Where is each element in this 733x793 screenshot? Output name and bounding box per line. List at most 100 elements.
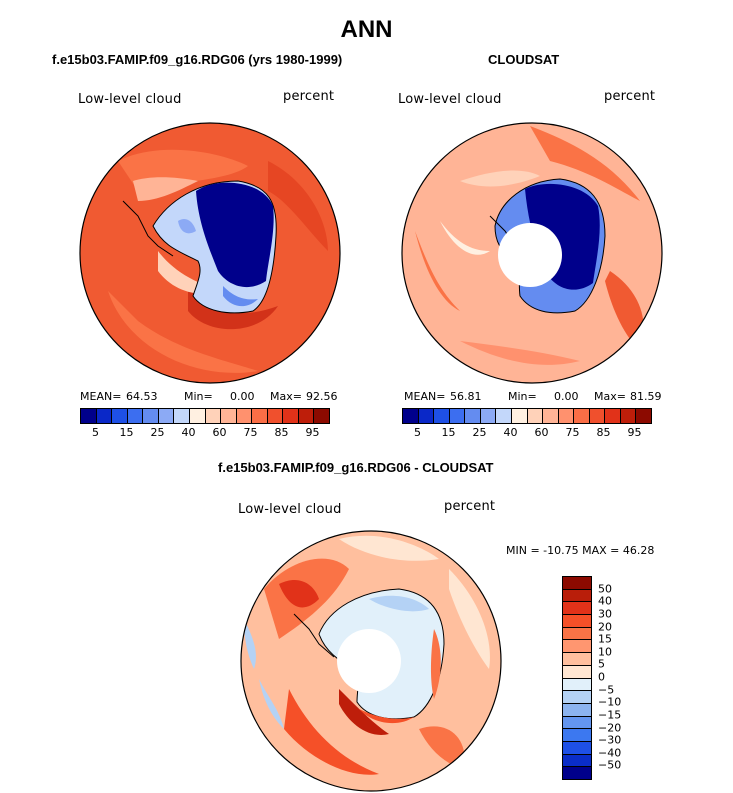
colorbar-swatch (558, 409, 575, 423)
colorbar-swatch (563, 627, 591, 641)
obs-max-label: Max= (594, 390, 626, 403)
diff-colorbar-ticks: 50 40 30 20 15 10 5 0 −5 −10 −15 −20 −30 −40 −50 (598, 576, 638, 778)
colorbar-tick-label: 40 (503, 426, 518, 439)
colorbar-tick-label: 95 (305, 426, 320, 439)
obs-stats: MEAN= 56.81 Min= 0.00 Max= 81.59 (404, 390, 664, 404)
colorbar-swatch (563, 665, 591, 679)
obs-panel-title: CLOUDSAT (488, 52, 560, 67)
obs-colorbar (402, 408, 652, 424)
obs-variable-label: Low-level cloud (398, 92, 502, 107)
obs-min-label: Min= (508, 390, 537, 403)
colorbar-swatch (112, 409, 128, 423)
colorbar-tick-label: 85 (274, 426, 289, 439)
colorbar-swatch (563, 716, 591, 730)
colorbar-swatch (314, 409, 329, 423)
diff-colorbar (562, 576, 592, 780)
colorbar-tick-label: 75 (243, 426, 258, 439)
colorbar-swatch (563, 653, 591, 666)
colorbar-tick-label: 5 (598, 657, 605, 671)
colorbar-swatch (605, 409, 621, 423)
colorbar-tick-label: 40 (181, 426, 196, 439)
colorbar-swatch (221, 409, 237, 423)
colorbar-tick-label: −5 (598, 683, 615, 697)
colorbar-tick-label: 15 (598, 632, 612, 646)
model-units-label: percent (283, 89, 335, 104)
colorbar-swatch (496, 409, 512, 423)
model-panel-title: f.e15b03.FAMIP.f09_g16.RDG06 (yrs 1980-1… (52, 52, 343, 67)
model-colorbar (80, 408, 330, 424)
colorbar-swatch (252, 409, 268, 423)
colorbar-swatch (563, 577, 591, 590)
model-min-value: 0.00 (230, 390, 255, 403)
obs-colorbar-ticks: 5 15 25 40 60 75 85 95 (402, 426, 650, 440)
colorbar-swatch (449, 409, 466, 423)
colorbar-swatch (636, 409, 651, 423)
colorbar-swatch (563, 602, 591, 616)
diff-min-max: MIN = -10.75 MAX = 46.28 (506, 544, 655, 557)
model-max-label: Max= (270, 390, 302, 403)
colorbar-swatch (189, 409, 206, 423)
colorbar-tick-label: 25 (472, 426, 487, 439)
colorbar-swatch (563, 640, 591, 654)
colorbar-tick-label: 10 (598, 645, 612, 659)
diff-polar-map (240, 530, 502, 792)
model-colorbar-ticks: 5 15 25 40 60 75 85 95 (80, 426, 328, 440)
colorbar-swatch (205, 409, 222, 423)
colorbar-swatch (143, 409, 159, 423)
obs-mean-label: MEAN= (404, 390, 446, 403)
colorbar-tick-label: 60 (534, 426, 549, 439)
colorbar-swatch (96, 409, 113, 423)
colorbar-swatch (563, 615, 591, 628)
colorbar-swatch (589, 409, 606, 423)
colorbar-tick-label: 30 (598, 607, 612, 621)
colorbar-swatch (527, 409, 544, 423)
colorbar-tick-label: −30 (598, 733, 622, 747)
colorbar-tick-label: 25 (150, 426, 165, 439)
diff-panel-title: f.e15b03.FAMIP.f09_g16.RDG06 - CLOUDSAT (218, 460, 494, 475)
colorbar-swatch (236, 409, 253, 423)
model-max-value: 92.56 (306, 390, 338, 403)
colorbar-swatch (298, 409, 315, 423)
colorbar-tick-label: 95 (627, 426, 642, 439)
colorbar-tick-label: 75 (565, 426, 580, 439)
colorbar-tick-label: 5 (414, 426, 421, 439)
figure-title: ANN (340, 16, 393, 43)
model-stats: MEAN= 64.53 Min= 0.00 Max= 92.56 (80, 390, 340, 404)
colorbar-tick-label: −50 (598, 758, 622, 772)
colorbar-swatch (563, 767, 591, 779)
obs-mean-value: 56.81 (450, 390, 482, 403)
colorbar-swatch (127, 409, 144, 423)
colorbar-swatch (81, 409, 97, 423)
colorbar-tick-label: −10 (598, 695, 622, 709)
colorbar-tick-label: 20 (598, 620, 612, 633)
colorbar-swatch (563, 729, 591, 742)
colorbar-swatch (283, 409, 299, 423)
model-polar-map (79, 122, 341, 384)
colorbar-swatch (574, 409, 590, 423)
colorbar-swatch (418, 409, 435, 423)
colorbar-swatch (403, 409, 419, 423)
colorbar-tick-label: 15 (119, 426, 134, 439)
colorbar-tick-label: −40 (598, 746, 622, 760)
colorbar-swatch (511, 409, 528, 423)
colorbar-tick-label: −15 (598, 708, 622, 722)
colorbar-swatch (465, 409, 481, 423)
colorbar-tick-label: −20 (598, 721, 622, 734)
obs-polar-map (401, 122, 663, 384)
colorbar-tick-label: 15 (441, 426, 456, 439)
colorbar-swatch (480, 409, 497, 423)
model-mean-value: 64.53 (126, 390, 158, 403)
colorbar-swatch (563, 691, 591, 704)
model-min-label: Min= (184, 390, 213, 403)
colorbar-tick-label: 5 (92, 426, 99, 439)
colorbar-swatch (158, 409, 175, 423)
model-variable-label: Low-level cloud (78, 92, 182, 107)
obs-units-label: percent (604, 89, 656, 104)
diff-variable-label: Low-level cloud (238, 502, 342, 517)
obs-max-value: 81.59 (630, 390, 662, 403)
colorbar-swatch (620, 409, 637, 423)
colorbar-swatch (267, 409, 284, 423)
colorbar-swatch (563, 678, 591, 692)
colorbar-swatch (434, 409, 450, 423)
obs-min-value: 0.00 (554, 390, 579, 403)
